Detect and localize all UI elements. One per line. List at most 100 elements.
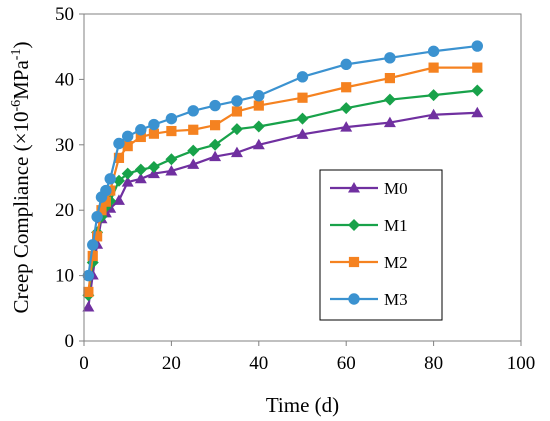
data-point-m3 bbox=[104, 173, 116, 185]
data-point-m1 bbox=[252, 120, 265, 133]
series-m3 bbox=[82, 40, 483, 282]
plot-frame bbox=[83, 13, 522, 342]
data-point-m2 bbox=[166, 125, 177, 137]
y-axis-label-part: Creep Compliance (×10 bbox=[9, 112, 33, 314]
data-point-m2 bbox=[92, 231, 103, 242]
data-point-m2 bbox=[253, 100, 264, 111]
data-point-m3 bbox=[209, 99, 221, 112]
data-point-m3 bbox=[187, 105, 199, 117]
data-point-m3 bbox=[135, 124, 147, 136]
data-point-m0 bbox=[112, 194, 125, 205]
data-point-m1 bbox=[121, 167, 134, 180]
legend-marker bbox=[348, 293, 360, 305]
legend-entry-m0: M0 bbox=[330, 179, 408, 198]
data-point-m0 bbox=[82, 300, 95, 312]
data-point-m3 bbox=[427, 45, 440, 57]
data-point-m1 bbox=[165, 153, 178, 166]
data-point-m0 bbox=[340, 121, 353, 132]
data-point-m2 bbox=[83, 286, 94, 298]
x-tick-label: 100 bbox=[507, 353, 536, 374]
x-axis-label: Time (d) bbox=[266, 393, 339, 417]
data-point-m1 bbox=[209, 138, 222, 151]
data-point-m2 bbox=[210, 120, 221, 131]
data-point-m3 bbox=[91, 211, 103, 223]
y-axis-label: Creep Compliance (×10-6MPa-1) bbox=[9, 42, 33, 314]
data-point-m3 bbox=[471, 40, 483, 52]
data-point-m3 bbox=[296, 71, 309, 83]
data-point-m2 bbox=[297, 92, 308, 103]
y-tick-label: 30 bbox=[55, 135, 74, 156]
x-tick-label: 60 bbox=[337, 353, 356, 374]
data-point-m2 bbox=[341, 82, 352, 93]
x-tick-label: 0 bbox=[79, 353, 89, 374]
legend-marker bbox=[348, 256, 360, 268]
data-point-m2 bbox=[135, 131, 146, 143]
y-axis-label-part: ) bbox=[9, 42, 33, 49]
data-point-m0 bbox=[252, 138, 265, 150]
data-point-m0 bbox=[427, 108, 440, 120]
data-point-m1 bbox=[112, 174, 125, 187]
legend-label: M2 bbox=[384, 253, 408, 272]
data-point-m3 bbox=[82, 269, 95, 282]
legend: M0 M1 M2 M3 bbox=[319, 169, 443, 321]
legend-box bbox=[319, 169, 443, 321]
data-point-m2 bbox=[188, 124, 199, 135]
data-point-m0 bbox=[383, 116, 396, 128]
data-point-m2 bbox=[384, 72, 395, 84]
data-point-m2 bbox=[113, 152, 125, 163]
data-point-m2 bbox=[96, 205, 107, 216]
data-point-m0 bbox=[471, 106, 484, 118]
x-tick-label: 40 bbox=[249, 353, 268, 374]
data-point-m3 bbox=[113, 137, 125, 150]
legend-label: M1 bbox=[384, 216, 408, 235]
data-point-m3 bbox=[148, 118, 160, 131]
data-point-m0 bbox=[230, 146, 243, 158]
x-tick-label: 80 bbox=[424, 353, 443, 374]
data-point-m2 bbox=[472, 62, 483, 73]
x-tick-label: 20 bbox=[162, 353, 181, 374]
data-point-m0 bbox=[165, 164, 178, 176]
data-point-m1 bbox=[230, 123, 243, 136]
data-point-m3 bbox=[122, 130, 134, 142]
legend-entry-m1: M1 bbox=[330, 216, 408, 235]
legend-entry-m2: M2 bbox=[330, 253, 408, 272]
data-point-m1 bbox=[383, 93, 396, 106]
y-tick-label: 0 bbox=[65, 331, 75, 352]
axes: 0 20 40 60 80 100 0 10 20 30 40 50 bbox=[55, 4, 535, 374]
data-point-m1 bbox=[147, 161, 160, 174]
data-point-m0 bbox=[121, 176, 134, 187]
data-point-m1 bbox=[427, 89, 440, 102]
data-point-m2 bbox=[231, 106, 243, 117]
legend-entry-m3: M3 bbox=[330, 290, 408, 309]
data-point-m2 bbox=[428, 62, 439, 73]
data-point-m1 bbox=[340, 102, 353, 115]
data-point-m1 bbox=[471, 84, 484, 97]
data-point-m3 bbox=[100, 184, 112, 197]
legend-marker bbox=[348, 182, 360, 193]
data-point-m2 bbox=[87, 250, 98, 262]
legend-label: M3 bbox=[384, 290, 408, 309]
data-point-m3 bbox=[340, 58, 352, 71]
data-point-m0 bbox=[209, 150, 222, 162]
data-point-m3 bbox=[384, 52, 396, 64]
y-tick-label: 50 bbox=[55, 4, 74, 25]
data-point-m3 bbox=[87, 239, 99, 251]
legend-label: M0 bbox=[384, 179, 408, 198]
legend-marker bbox=[348, 219, 360, 231]
data-point-m2 bbox=[148, 128, 160, 139]
data-point-m1 bbox=[134, 163, 147, 176]
data-point-m1 bbox=[296, 112, 309, 125]
data-point-m3 bbox=[231, 95, 243, 107]
y-axis-label-part: MPa bbox=[9, 60, 33, 100]
data-point-m0 bbox=[134, 172, 147, 184]
series-m2 bbox=[83, 62, 483, 298]
data-point-m0 bbox=[296, 128, 309, 139]
y-axis-label-exponent: -1 bbox=[9, 49, 24, 61]
data-point-m2 bbox=[100, 196, 111, 207]
y-tick-label: 40 bbox=[55, 69, 74, 90]
plot-area bbox=[82, 40, 484, 312]
data-point-m2 bbox=[122, 141, 133, 152]
y-axis-label-exponent: -6 bbox=[9, 100, 24, 112]
data-point-m3 bbox=[165, 112, 178, 125]
